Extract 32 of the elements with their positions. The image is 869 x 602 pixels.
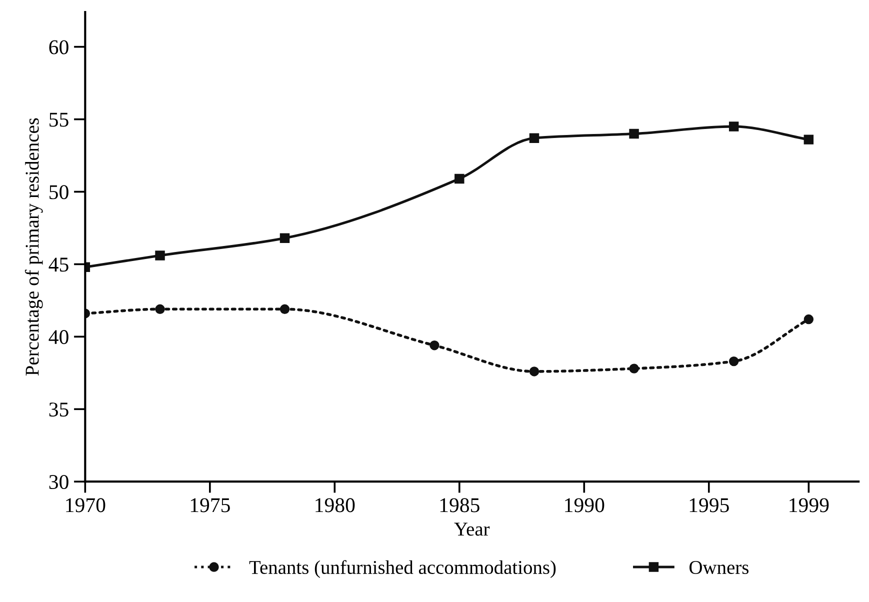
x-tick-label: 1990 [565, 498, 604, 512]
x-tick-label: 1999 [790, 498, 829, 512]
y-tick-label: 35 [49, 402, 68, 417]
y-tick-label: 45 [48, 258, 68, 272]
point [804, 134, 814, 144]
point [804, 314, 814, 324]
point [454, 174, 464, 184]
y-axis-title: Percentage of primary residences [24, 118, 43, 376]
point [155, 250, 165, 260]
x-tick-label: 1985 [440, 498, 480, 512]
x-axis-title: Year [454, 522, 490, 536]
point [430, 340, 440, 350]
legend-label: Tenants (unfurnished accommodations) [249, 560, 556, 578]
x-tick-label: 1975 [190, 498, 230, 512]
y-tick-label: 30 [49, 474, 68, 490]
point [155, 304, 165, 314]
point [728, 356, 739, 366]
point [529, 133, 540, 143]
x-tick-label: 1980 [316, 498, 355, 512]
point [280, 304, 290, 314]
point [629, 364, 639, 374]
y-tick-label: 60 [49, 40, 68, 54]
x-tick-label: 1995 [690, 498, 729, 512]
point [529, 366, 540, 376]
x-tick-label: 1970 [66, 498, 106, 512]
legend-label: Owners [690, 560, 748, 574]
point [280, 233, 290, 243]
point [629, 128, 639, 139]
y-tick-label: 50 [50, 185, 68, 200]
y-tick-label: 40 [48, 330, 68, 344]
point [728, 122, 739, 132]
y-tick-label: 55 [50, 112, 68, 127]
